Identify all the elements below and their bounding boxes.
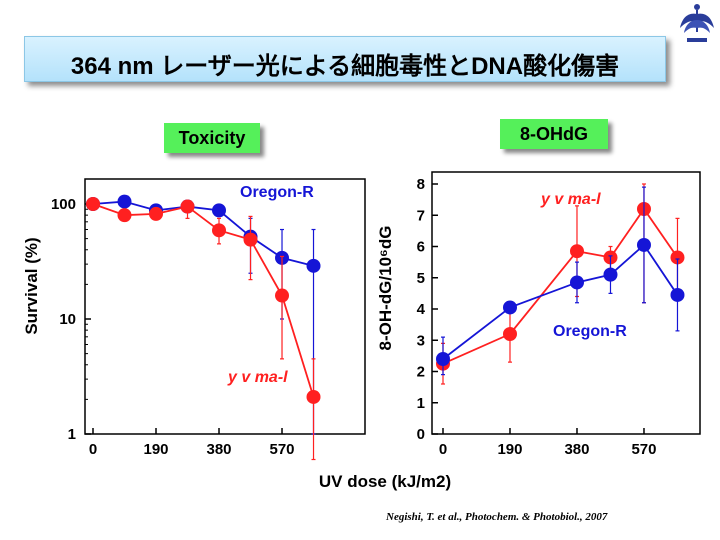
survival-y-tick-label: 1 — [68, 426, 76, 443]
ohdg-oregon-r-data-point — [569, 275, 584, 290]
ohdg-oregon-r-data-point — [436, 352, 450, 366]
ohdg-y-tick-label: 3 — [417, 332, 425, 349]
ohdg-x-tick-label: 380 — [564, 441, 589, 458]
survival-x-tick-label: 0 — [89, 441, 97, 458]
ohdg-series-label: y v ma-l — [540, 191, 601, 208]
survival-y-v-ma-l-data-point — [149, 206, 164, 221]
survival-chart: 1 10 100 0 190 380 570 Survival (%) Oregon-R y v … — [22, 178, 366, 461]
ohdg-x-tick-label: 0 — [439, 441, 447, 458]
ohdg-y-v-ma-l-data-point — [502, 327, 517, 341]
ohdg-oregon-r-series-line — [442, 243, 679, 360]
ohdg-oregon-r-data-point — [670, 287, 685, 302]
ohdg-y-tick-label: 6 — [417, 239, 425, 256]
ohdg-x-tick-label: 190 — [497, 441, 522, 458]
survival-x-tick-label: 570 — [269, 441, 294, 458]
survival-series-label: Oregon-R — [240, 184, 314, 201]
ohdg-y-v-ma-l-data-point — [569, 244, 584, 259]
ohdg-y-v-ma-l-data-point — [670, 250, 685, 265]
ohdg-oregon-r-data-point — [636, 237, 651, 252]
ohdg-panel-label: 8-OHdG — [500, 119, 608, 149]
survival-y-v-ma-l-data-point — [212, 223, 227, 238]
ohdg-x-tick-label: 570 — [631, 441, 656, 458]
survival-oregon-r-data-point — [212, 203, 227, 218]
ohdg-chart: 0 1 2 3 4 5 6 7 8 0 190 380 570 8-OH-dG/10⁶dG y v ma-l… — [376, 171, 701, 458]
survival-series-label: y v ma-l — [227, 369, 288, 386]
ohdg-y-tick-label: 0 — [417, 426, 425, 443]
survival-y-tick-label: 100 — [51, 196, 76, 213]
survival-axes-frame — [84, 178, 366, 435]
survival-y-v-ma-l-data-point — [117, 208, 132, 223]
ohdg-y-tick-label: 2 — [417, 364, 425, 381]
survival-y-tick-label: 10 — [59, 311, 76, 328]
ohdg-y-tick-label: 8 — [417, 176, 425, 193]
ohdg-y-tick-label: 5 — [417, 270, 425, 287]
survival-oregon-r-data-point — [117, 194, 132, 209]
toxicity-panel-label: Toxicity — [164, 123, 260, 153]
ohdg-y-v-ma-l-series-line — [442, 207, 679, 365]
university-emblem-icon — [680, 4, 714, 42]
title-banner: 364 nm レーザー光による細胞毒性とDNA酸化傷害 — [24, 36, 666, 82]
ohdg-y-tick-label: 4 — [417, 301, 426, 318]
survival-oregon-r-data-point — [306, 258, 321, 273]
ohdg-y-axis-label: 8-OH-dG/10⁶dG — [376, 226, 395, 351]
survival-y-v-ma-l-data-point — [243, 232, 258, 247]
ohdg-series-label: Oregon-R — [553, 323, 627, 340]
ohdg-y-tick-label: 7 — [417, 207, 425, 224]
survival-y-v-ma-l-data-point — [275, 288, 290, 303]
survival-y-v-ma-l-data-point — [306, 389, 321, 404]
ohdg-oregon-r-data-point — [603, 267, 618, 282]
citation: Negishi, T. et al., Photochem. & Photobi… — [386, 511, 608, 523]
shared-x-axis-label: UV dose (kJ/m2) — [319, 472, 451, 491]
ohdg-oregon-r-data-point — [502, 300, 517, 315]
survival-y-axis-label: Survival (%) — [22, 237, 41, 334]
survival-x-tick-label: 190 — [143, 441, 168, 458]
survival-y-v-ma-l-data-point — [180, 199, 195, 214]
survival-x-tick-label: 380 — [206, 441, 231, 458]
slide-title: 364 nm レーザー光による細胞毒性とDNA酸化傷害 — [70, 53, 620, 80]
ohdg-y-tick-label: 1 — [417, 395, 425, 412]
survival-y-v-ma-l-data-point — [86, 197, 100, 211]
ohdg-axes-frame — [431, 171, 701, 435]
